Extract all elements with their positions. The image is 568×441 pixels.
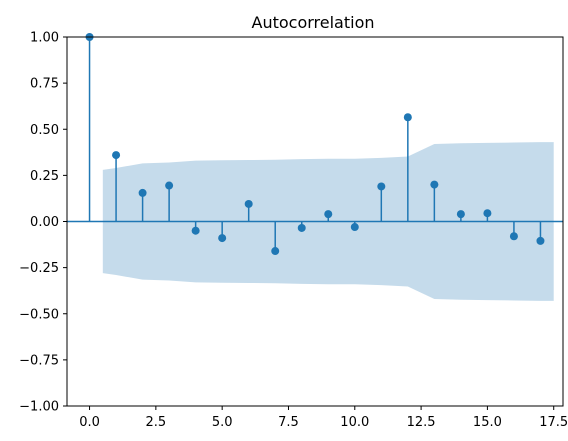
x-tick-label: 10.0 (340, 415, 369, 430)
x-tick-label: 2.5 (146, 415, 167, 430)
acf-marker (324, 210, 333, 219)
x-tick-label: 5.0 (212, 415, 233, 430)
x-tick-label: 7.5 (278, 415, 299, 430)
acf-lag-12 (403, 113, 412, 222)
acf-marker (377, 182, 386, 191)
acf-marker (483, 209, 492, 218)
acf-lag-8 (297, 221, 306, 232)
stems (85, 33, 545, 256)
y-tick-label: 0.00 (30, 215, 59, 230)
acf-lag-3 (165, 181, 174, 222)
y-tick-label: −1.00 (19, 400, 59, 415)
x-tick-label: 15.0 (473, 415, 502, 430)
acf-lag-9 (324, 210, 333, 222)
acf-marker (271, 247, 280, 256)
acf-lag-10 (350, 221, 359, 232)
y-tick-label: 0.25 (30, 169, 59, 184)
y-tick-label: −0.75 (19, 353, 59, 368)
acf-lag-2 (138, 188, 147, 222)
x-tick-label: 0.0 (79, 415, 100, 430)
acf-lag-16 (509, 221, 518, 241)
acf-marker (509, 232, 518, 241)
acf-lag-5 (218, 221, 227, 243)
y-tick-label: −0.50 (19, 307, 59, 322)
acf-marker (138, 188, 147, 197)
x-tick-label: 17.5 (539, 415, 568, 430)
acf-marker (165, 181, 174, 190)
acf-lag-11 (377, 182, 386, 222)
acf-lag-7 (271, 221, 280, 256)
acf-lag-6 (244, 199, 253, 222)
acf-lag-14 (456, 210, 465, 222)
acf-lag-13 (430, 180, 439, 222)
x-ticks: 0.0 2.5 5.0 7.5 10.0 12.5 15.0 17.5 (79, 406, 568, 430)
y-tick-label: 0.75 (30, 77, 59, 92)
y-ticks: −1.00 −0.75 −0.50 −0.25 0.00 0.25 0.50 0.75 1.00 (19, 31, 67, 415)
y-tick-label: −0.25 (19, 261, 59, 276)
chart-title: Autocorrelation (252, 13, 375, 32)
acf-marker (244, 199, 253, 208)
y-tick-label: 1.00 (30, 31, 59, 46)
y-tick-label: 0.50 (30, 123, 59, 138)
acf-marker (297, 223, 306, 232)
acf-lag-17 (536, 221, 545, 245)
acf-marker (403, 113, 412, 122)
acf-marker (112, 151, 121, 160)
acf-marker (218, 234, 227, 243)
x-tick-label: 12.5 (407, 415, 436, 430)
acf-marker (456, 210, 465, 219)
acf-marker (430, 180, 439, 189)
acf-marker (350, 223, 359, 232)
acf-marker (191, 226, 200, 235)
acf-lag-1 (112, 151, 121, 222)
acf-lag-15 (483, 209, 492, 222)
acf-marker (536, 236, 545, 245)
acf-lag-4 (191, 221, 200, 235)
